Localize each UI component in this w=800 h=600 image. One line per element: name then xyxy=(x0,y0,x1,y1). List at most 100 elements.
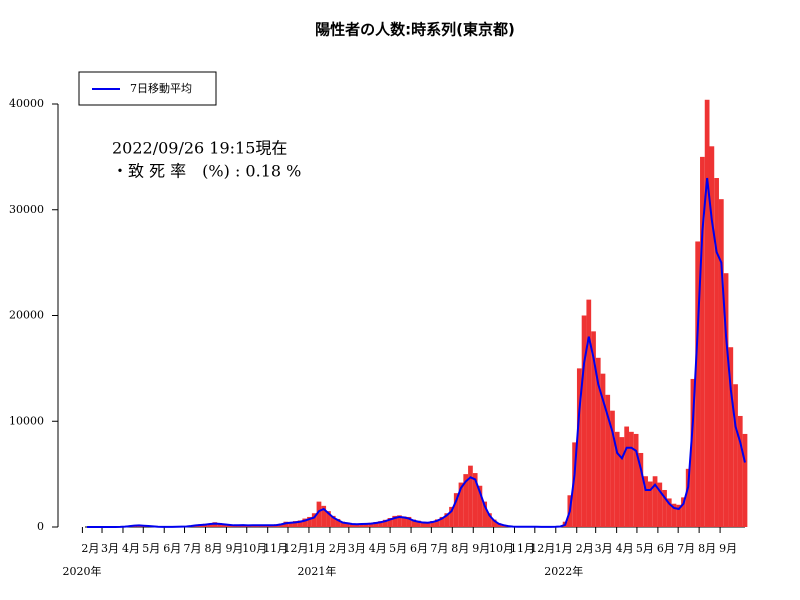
bar xyxy=(335,518,341,527)
x-tick-label: 2月 xyxy=(576,542,594,555)
moving-average-line xyxy=(87,177,746,528)
bar xyxy=(685,468,691,527)
bar xyxy=(221,523,227,527)
bar xyxy=(307,516,312,527)
x-tick-label: 4月 xyxy=(616,542,634,555)
x-tick-label: 2月 xyxy=(329,542,347,555)
bar xyxy=(728,347,734,527)
x-tick-label: 1月 xyxy=(555,542,573,555)
bar xyxy=(605,394,611,527)
bar xyxy=(316,501,322,527)
x-tick-label: 8月 xyxy=(204,542,222,555)
x-tick-label: 3月 xyxy=(595,542,613,555)
bar xyxy=(430,520,435,527)
legend: 7日移動平均 xyxy=(78,71,217,106)
x-tick-label: 3月 xyxy=(348,542,366,555)
x-tick-label: 9月 xyxy=(472,542,490,555)
chart-title: 陽性者の人数:時系列(東京都) xyxy=(315,21,515,39)
bar xyxy=(624,426,630,527)
x-tick-label: 10月 xyxy=(489,542,514,555)
x-tick-label: 7月 xyxy=(677,542,695,555)
bar xyxy=(610,410,615,527)
bar xyxy=(718,199,724,528)
x-tick-label: 2月 xyxy=(81,542,99,555)
bar xyxy=(600,373,606,527)
bar xyxy=(690,378,696,527)
bar xyxy=(406,516,412,527)
x-tick-label: 12月 xyxy=(530,542,555,555)
x-tick-label: 4月 xyxy=(369,542,387,555)
x-tick-label: 7月 xyxy=(430,542,448,555)
bar xyxy=(397,515,402,527)
bar xyxy=(723,273,729,527)
bar xyxy=(392,515,398,527)
bar xyxy=(643,476,648,527)
bar xyxy=(207,523,213,527)
bar xyxy=(401,516,407,527)
bar xyxy=(292,521,298,527)
bar xyxy=(416,520,421,527)
x-tick-label: 5月 xyxy=(389,542,407,555)
bar xyxy=(742,433,748,527)
x-tick-label: 11月 xyxy=(263,542,288,555)
x-tick-label: 10月 xyxy=(242,542,267,555)
bar xyxy=(378,521,383,527)
x-tick-label: 9月 xyxy=(719,542,737,555)
x-tick-label: 5月 xyxy=(636,542,654,555)
year-label: 2020年 xyxy=(63,564,102,578)
bar xyxy=(662,489,667,527)
bar xyxy=(700,156,705,527)
y-tick-label: 20000 xyxy=(9,309,44,322)
bar xyxy=(695,241,701,527)
bar xyxy=(340,521,346,527)
bar xyxy=(434,519,440,527)
x-tick-label: 6月 xyxy=(410,542,428,555)
x-tick-label: 6月 xyxy=(163,542,181,555)
bar xyxy=(681,497,686,527)
bar xyxy=(297,520,303,527)
x-tick-label: 1月 xyxy=(308,542,326,555)
bar xyxy=(477,485,483,527)
bar xyxy=(382,519,388,527)
bar xyxy=(368,522,374,527)
legend-box xyxy=(78,71,217,106)
bar xyxy=(614,431,620,527)
x-tick-label: 5月 xyxy=(142,542,160,555)
bar xyxy=(633,433,639,527)
x-tick-label: 12月 xyxy=(283,542,308,555)
bar xyxy=(572,442,577,527)
year-label: 2022年 xyxy=(544,564,583,578)
x-tick-label: 4月 xyxy=(122,542,140,555)
bar xyxy=(439,516,445,527)
bar xyxy=(463,474,469,527)
year-label: 2021年 xyxy=(297,564,336,578)
bar xyxy=(576,368,582,527)
bar xyxy=(714,178,719,527)
x-tick-label: 6月 xyxy=(657,542,675,555)
bar xyxy=(737,415,743,527)
x-tick-label: 8月 xyxy=(698,542,716,555)
bar xyxy=(425,521,431,527)
bar xyxy=(330,515,336,527)
bar xyxy=(595,357,601,527)
bar xyxy=(647,481,653,527)
bar xyxy=(411,519,417,527)
bar xyxy=(586,299,592,527)
annotation: 2022/09/26 19:15現在 xyxy=(112,139,287,158)
bar xyxy=(373,522,379,527)
bar xyxy=(453,493,459,527)
bar xyxy=(704,99,710,528)
bar xyxy=(629,431,634,527)
bar xyxy=(482,501,488,527)
legend-label: 7日移動平均 xyxy=(130,81,192,95)
bar xyxy=(326,511,331,527)
bar xyxy=(349,523,355,527)
bar xyxy=(657,482,663,527)
bar xyxy=(496,523,502,527)
bar xyxy=(363,523,369,527)
bar xyxy=(472,473,478,527)
bar xyxy=(311,513,317,527)
y-tick-label: 40000 xyxy=(9,97,44,110)
bar xyxy=(387,518,393,527)
y-tick-label: 0 xyxy=(37,520,44,533)
